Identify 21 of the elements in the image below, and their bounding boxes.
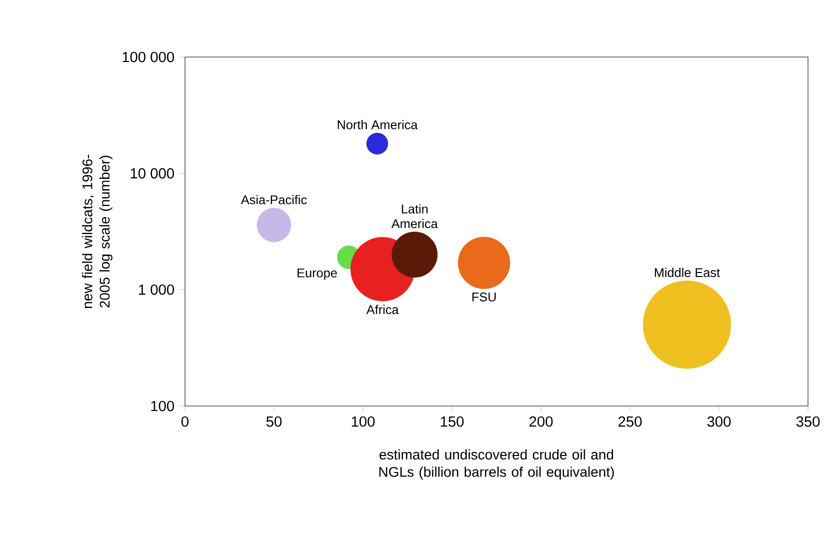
x-tick-label: 250	[618, 416, 642, 427]
series-label: Latin America	[391, 204, 438, 228]
y-tick-label: 100 000	[122, 52, 174, 62]
x-tick-label: 200	[530, 416, 553, 427]
x-tick-label: 350	[796, 416, 820, 427]
y-tick-label: 1 000	[139, 284, 174, 295]
x-tick-label: 50	[266, 416, 282, 427]
x-tick-label: 0	[181, 416, 188, 427]
x-tick-label: 100	[352, 416, 375, 427]
y-axis-title: new field wildcats, 1996-2005 log scale (number)	[82, 154, 112, 308]
series-label: Africa	[366, 304, 399, 314]
series-label: Middle East	[654, 268, 720, 278]
x-axis-title: estimated undiscovered crude oil and NGLs (billion barrels of oil equivalent)	[379, 449, 614, 480]
series-label: FSU	[472, 292, 496, 302]
x-tick-label: 300	[707, 416, 731, 427]
y-tick-label: 100	[151, 400, 174, 412]
x-tick-label: 150	[440, 416, 464, 427]
series-label: Europe	[298, 268, 337, 280]
series-label: Asia-Pacific	[240, 195, 307, 204]
y-tick-label: 10 000	[130, 168, 174, 179]
series-label: North America	[338, 120, 418, 130]
